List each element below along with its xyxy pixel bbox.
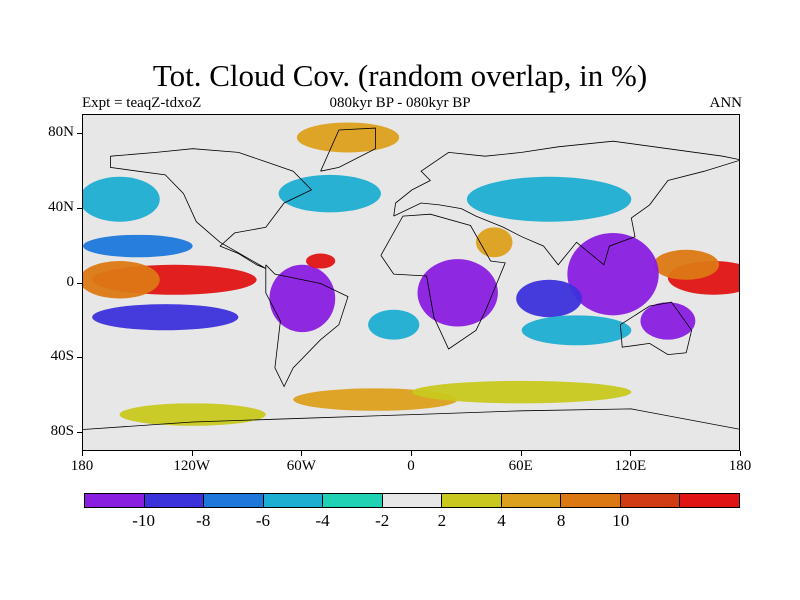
colorbar-box [144, 494, 205, 507]
coastline-3 [393, 140, 739, 266]
lat-tick-label: 0 [66, 273, 75, 290]
experiment-label: Expt = teaqZ-tdxoZ [82, 95, 202, 111]
lon-tick-mark [520, 451, 522, 456]
coastline-antarctica [83, 408, 739, 430]
lon-tick-mark [411, 451, 412, 456]
colorbar-box [501, 494, 562, 507]
anomaly-region-maritime-continent-negative [567, 232, 659, 316]
anomaly-region-africa-negative [417, 259, 498, 327]
anomaly-region-australia-negative [640, 302, 696, 340]
colorbar-label: 2 [437, 511, 447, 530]
coastline-1 [265, 264, 349, 388]
colorbar-label: 4 [497, 511, 506, 530]
lat-tick-label: 80S [50, 423, 74, 440]
colorbar-box [620, 494, 681, 507]
anomaly-region-south-america-negative [269, 264, 336, 333]
lon-tick-mark [191, 451, 193, 456]
anomaly-region-indian-ocean-negative [516, 279, 582, 318]
lat-tick-label: 40N [48, 198, 74, 215]
anomaly-region-greenland-orange [296, 122, 400, 153]
anomaly-field [83, 122, 739, 430]
lon-tick-label: 180 [728, 458, 752, 474]
lon-tick-mark [630, 451, 632, 456]
lon-tick-label: 0 [407, 458, 415, 474]
lat-tick-label: 40S [50, 348, 74, 365]
anomaly-region-indian-ocean-cyan [521, 315, 632, 346]
colorbar-box [561, 494, 621, 507]
lon-tick-mark [82, 451, 83, 456]
colorbar [84, 493, 740, 508]
lat-tick-mark [77, 132, 82, 134]
colorbar-box [382, 494, 443, 507]
lon-tick-label: 60W [286, 458, 316, 474]
coastline-5 [320, 127, 376, 172]
coastline-4 [620, 301, 693, 356]
colorbar-box [263, 494, 324, 507]
colorbar-label: 8 [556, 511, 566, 530]
colorbar-label: -6 [255, 511, 270, 530]
lon-tick-mark [301, 451, 303, 456]
anomaly-region-north-pacific-cyan [83, 176, 160, 222]
colorbar-box [85, 494, 145, 507]
lon-tick-label: 180 [70, 458, 94, 474]
anomaly-region-north-atlantic-cyan [278, 174, 381, 213]
colorbar-box [442, 494, 502, 507]
lat-tick-mark [77, 357, 82, 359]
anomaly-region-caribbean-positive [305, 253, 336, 269]
colorbar-label: -8 [196, 511, 211, 530]
anomaly-region-north-pacific-negative [83, 234, 193, 258]
colorbar-box [204, 494, 264, 507]
lat-tick-label: 80N [48, 123, 74, 140]
anomaly-region-southern-ocean-yellow [412, 380, 632, 404]
lat-tick-mark [77, 282, 82, 284]
anomaly-region-arabia-orange [475, 227, 513, 258]
colorbar-box [323, 494, 383, 507]
anomaly-region-antarctic-yellow [119, 403, 266, 426]
period-label: 080kyr BP - 080kyr BP [329, 95, 471, 111]
lon-tick-mark [740, 451, 741, 456]
anomaly-region-south-pacific-negative [92, 304, 239, 331]
anomaly-region-south-atlantic-cyan [368, 309, 420, 340]
lat-tick-mark [77, 207, 82, 209]
anomaly-region-west-pacific-orange [653, 249, 720, 280]
lon-tick-label: 120W [173, 458, 210, 474]
coastline-2 [380, 213, 506, 350]
anomaly-region-equatorial-east-pacific-orange [83, 261, 160, 299]
map-plot-area [82, 114, 740, 451]
colorbar-box [680, 494, 740, 507]
lon-tick-label: 60E [508, 458, 533, 474]
colorbar-label: -2 [375, 511, 390, 530]
lat-tick-mark [77, 432, 82, 434]
colorbar-label: -4 [315, 511, 330, 530]
colorbar-label: -10 [132, 511, 155, 530]
map-title: Tot. Cloud Cov. (random overlap, in %) [152, 58, 648, 93]
coastline-0 [109, 148, 313, 269]
colorbar-label: 10 [612, 511, 630, 530]
anomaly-region-asia-cyan [466, 176, 632, 222]
lon-tick-label: 120E [614, 458, 647, 474]
season-label: ANN [709, 95, 743, 111]
